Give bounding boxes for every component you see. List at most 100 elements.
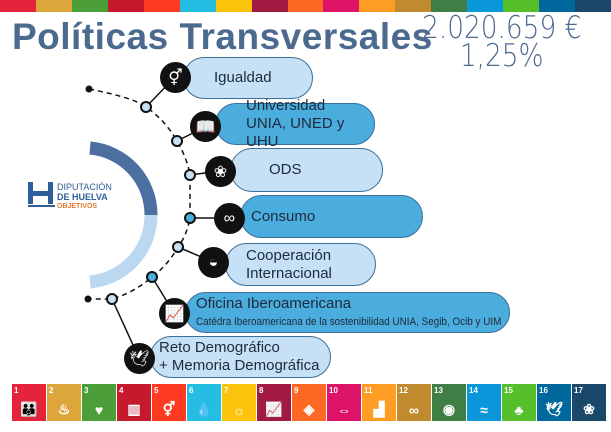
gender-equality-icon: ⚥ bbox=[160, 62, 191, 93]
sdg-icon: ♣ bbox=[514, 402, 524, 418]
svg-text:DIPUTACIÓN: DIPUTACIÓN bbox=[57, 182, 112, 192]
item-title: ODS bbox=[269, 161, 302, 178]
stripe-segment bbox=[359, 0, 396, 12]
node bbox=[146, 271, 158, 283]
sdg-number: 17 bbox=[574, 386, 583, 395]
stripe-segment bbox=[287, 0, 324, 12]
sdg-icon: ⚥ bbox=[162, 401, 176, 417]
growth-chart-icon: 📈 bbox=[159, 298, 190, 329]
sdg-number: 6 bbox=[189, 386, 194, 395]
sdg-icon: ♥ bbox=[94, 402, 104, 418]
item-cooperacion[interactable]: Cooperación Internacional bbox=[225, 243, 376, 286]
stripe-segment bbox=[431, 0, 468, 12]
endpoint-dot bbox=[84, 295, 92, 303]
item-reto-demografico[interactable]: Reto Demográfico + Memoria Demográfica bbox=[150, 336, 331, 378]
item-title: Consumo bbox=[251, 207, 316, 225]
budget-percent: 1,25% bbox=[459, 38, 544, 74]
sdg-number: 7 bbox=[224, 386, 229, 395]
stripe-segment bbox=[467, 0, 504, 12]
sdg-icon: 💧 bbox=[195, 401, 213, 417]
item-consumo[interactable]: Consumo bbox=[240, 195, 423, 238]
node bbox=[184, 212, 196, 224]
stripe-segment bbox=[503, 0, 540, 12]
sdg-number: 8 bbox=[259, 386, 264, 395]
sdg-number: 3 bbox=[84, 386, 89, 395]
sdg-icon: ▥ bbox=[127, 401, 141, 417]
sdg-icon: 📈 bbox=[265, 401, 283, 417]
sdg-icon: ❀ bbox=[583, 401, 595, 417]
sdg-tile-1: 1 👪 bbox=[12, 384, 46, 421]
diputacion-huelva-logo: DIPUTACIÓN DE HUELVA OBJETIVOS bbox=[26, 180, 128, 217]
stripe-segment bbox=[215, 0, 252, 12]
stripe-segment bbox=[395, 0, 432, 12]
sdg-wheel-icon: ❀ bbox=[205, 156, 236, 187]
sdg-number: 14 bbox=[469, 386, 478, 395]
svg-text:OBJETIVOS: OBJETIVOS bbox=[57, 203, 97, 210]
sdg-icon: ◉ bbox=[442, 401, 456, 417]
sdg-tile-3: 3 ♥ bbox=[82, 384, 116, 421]
book-icon: 📖 bbox=[190, 111, 221, 142]
sdg-number: 13 bbox=[434, 386, 443, 395]
sdg-number: 16 bbox=[539, 386, 548, 395]
item-igualdad[interactable]: Igualdad bbox=[183, 57, 313, 99]
sdg-icon: ⇔ bbox=[337, 402, 351, 418]
sdg-tile-5: 5 ⚥ bbox=[152, 384, 186, 421]
budget-amount: 2.020.659 € bbox=[421, 10, 581, 46]
bowl-icon: ◒ bbox=[198, 247, 229, 278]
item-ods[interactable]: ODS bbox=[230, 148, 383, 192]
sdg-tile-15: 15 ♣ bbox=[502, 384, 536, 421]
node bbox=[171, 135, 183, 147]
item-universidad[interactable]: Universidad UNIA, UNED y UHU bbox=[215, 97, 375, 150]
stripe-segment bbox=[539, 0, 575, 12]
stripe-segment bbox=[575, 0, 611, 12]
sdg-number: 1 bbox=[14, 386, 19, 395]
stripe-segment bbox=[251, 0, 288, 12]
sdg-number: 5 bbox=[154, 386, 159, 395]
sdg-number: 12 bbox=[399, 386, 408, 395]
item-subtitle: UNIA, UNED y UHU bbox=[246, 115, 345, 150]
item-title: Reto Demográfico bbox=[159, 339, 280, 356]
sdg-icon: ∞ bbox=[409, 402, 419, 418]
sdg-tile-6: 6 💧 bbox=[187, 384, 221, 421]
page-title: Políticas Transversales bbox=[12, 16, 433, 57]
sdg-tile-11: 11 ▟ bbox=[362, 384, 396, 421]
stripe-segment bbox=[0, 0, 36, 12]
item-subtitle: Catédra Iberoamericana de la sostenibili… bbox=[196, 315, 502, 328]
item-title: Oficina Iberoamericana bbox=[196, 294, 352, 312]
node bbox=[184, 169, 196, 181]
item-title: Universidad bbox=[246, 97, 326, 114]
sdg-icon: ☼ bbox=[232, 402, 246, 418]
sdg-tile-4: 4 ▥ bbox=[117, 384, 151, 421]
stripe-segment bbox=[179, 0, 216, 12]
stripe-segment bbox=[35, 0, 72, 12]
node bbox=[172, 241, 184, 253]
sdg-tile-2: 2 ♨ bbox=[47, 384, 81, 421]
infinity-icon: ∞ bbox=[214, 203, 245, 234]
sdg-number: 9 bbox=[294, 386, 299, 395]
item-oficina-iberoamericana[interactable]: Oficina Iberoamericana Catédra Iberoameri… bbox=[185, 292, 510, 333]
dove-icon: 🕊 bbox=[124, 343, 155, 374]
stripe-segment bbox=[143, 0, 180, 12]
item-title: Cooperación bbox=[246, 246, 332, 264]
sdg-tile-13: 13 ◉ bbox=[432, 384, 466, 421]
sdg-tiles-bar: 1 👪 2 ♨ 3 ♥ 4 ▥ 5 ⚥ 6 💧 7 ☼ 8 📈 9 ◈ 10 ⇔ 11 ▟ 12 ∞ 13 ◉ 14 ≈15 ♣ 16 🕊 1… bbox=[12, 384, 606, 421]
sdg-icon: 👪 bbox=[20, 401, 38, 417]
sdg-number: 10 bbox=[329, 386, 338, 395]
sdg-icon: ♨ bbox=[57, 401, 71, 417]
sdg-tile-16: 16 🕊 bbox=[537, 384, 571, 421]
node bbox=[106, 293, 118, 305]
sdg-number: 2 bbox=[49, 386, 54, 395]
sdg-number: 4 bbox=[119, 386, 124, 395]
sdg-tile-7: 7 ☼ bbox=[222, 384, 256, 421]
sdg-icon: 🕊 bbox=[545, 401, 563, 417]
sdg-tile-9: 9 ◈ bbox=[292, 384, 326, 421]
item-title: Igualdad bbox=[214, 69, 272, 86]
item-subtitle: + Memoria Demográfica bbox=[159, 357, 320, 374]
half-ring-light bbox=[89, 214, 158, 289]
sdg-color-stripe bbox=[0, 0, 611, 12]
half-ring-dark bbox=[89, 141, 158, 216]
stripe-segment bbox=[107, 0, 144, 12]
sdg-icon: ◈ bbox=[303, 401, 315, 417]
svg-text:DE HUELVA: DE HUELVA bbox=[57, 192, 108, 202]
